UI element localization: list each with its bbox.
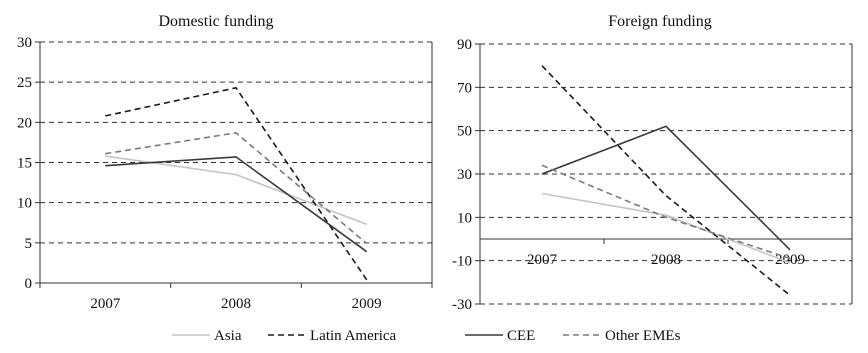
y-tick-label: 10 bbox=[17, 196, 32, 212]
y-tick-label: 70 bbox=[457, 80, 472, 96]
y-tick-label: 0 bbox=[25, 276, 33, 292]
legend-item-cee: CEE bbox=[465, 328, 535, 344]
series-line-other-emes bbox=[105, 131, 368, 245]
y-tick-label: 90 bbox=[457, 37, 472, 53]
x-tick-label: 2007 bbox=[90, 296, 121, 312]
chart-title: Domestic funding bbox=[158, 13, 273, 30]
series-line-asia bbox=[105, 155, 367, 226]
series-line-latin-america bbox=[105, 86, 368, 281]
x-tick-label: 2009 bbox=[775, 252, 805, 268]
y-tick-label: -30 bbox=[452, 297, 472, 313]
legend-label: Asia bbox=[214, 328, 242, 344]
foreign-funding-chart: Foreign funding -30 -10 10 30 50 70 90 2007 2008 2… bbox=[452, 13, 853, 313]
x-tick-label: 2009 bbox=[352, 296, 382, 312]
x-tick-label: 2008 bbox=[221, 296, 251, 312]
y-tick-label: 15 bbox=[17, 156, 32, 172]
series-line-other-emes bbox=[541, 164, 791, 260]
y-tick-label: 5 bbox=[25, 236, 33, 252]
y-tick-label: -10 bbox=[452, 254, 472, 270]
y-tick-label: 30 bbox=[457, 167, 472, 183]
legend-item-asia: Asia bbox=[172, 328, 242, 344]
legend-label: Other EMEs bbox=[605, 328, 681, 344]
series-line-cee bbox=[541, 125, 791, 251]
legend-label: CEE bbox=[507, 328, 535, 344]
legend: Asia Latin America CEE Other EMEs bbox=[172, 328, 681, 344]
series-line-asia bbox=[541, 192, 791, 264]
legend-item-latin-america: Latin America bbox=[268, 328, 397, 344]
y-tick-label: 10 bbox=[457, 210, 472, 226]
legend-label: Latin America bbox=[310, 328, 397, 344]
series-line-latin-america bbox=[541, 65, 791, 296]
legend-item-other-emes: Other EMEs bbox=[563, 328, 681, 344]
x-tick-label: 2007 bbox=[527, 252, 558, 268]
y-tick-label: 30 bbox=[17, 35, 32, 51]
chart-title: Foreign funding bbox=[608, 13, 712, 30]
y-tick-label: 50 bbox=[457, 124, 472, 140]
y-tick-label: 20 bbox=[17, 115, 32, 131]
series-line-cee bbox=[105, 156, 368, 253]
domestic-funding-chart: Domestic funding 0 5 10 15 20 25 30 2007 2008 2009 bbox=[17, 13, 433, 312]
y-tick-label: 25 bbox=[17, 75, 32, 91]
x-tick-label: 2008 bbox=[651, 252, 681, 268]
